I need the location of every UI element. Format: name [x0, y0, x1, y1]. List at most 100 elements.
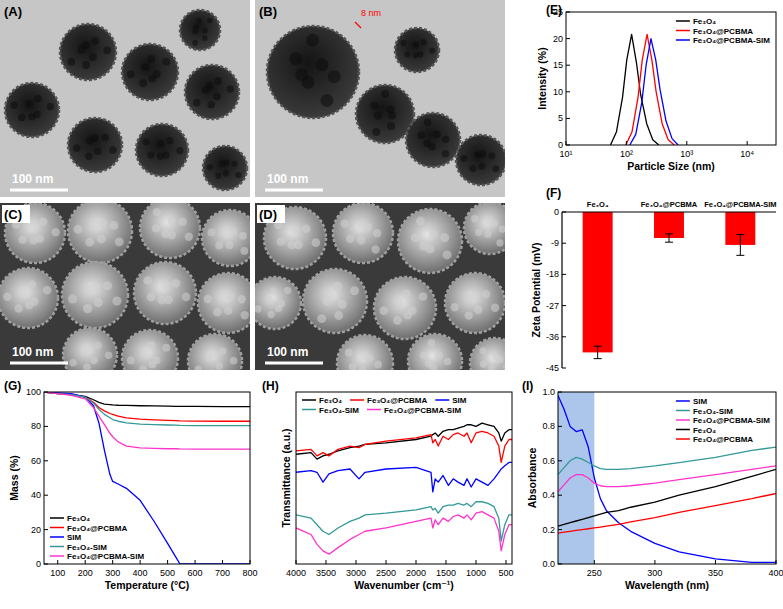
legend-swatch [676, 39, 690, 41]
scale-bar-label: 100 nm [267, 172, 308, 186]
particle-texture [164, 296, 173, 305]
y-tick [558, 426, 562, 427]
y-axis-title: Mass (%) [8, 455, 20, 501]
x-tick [195, 560, 196, 564]
particle-texture [474, 306, 482, 314]
particle-texture [94, 341, 102, 349]
y-tick [562, 274, 566, 275]
y-tick [562, 212, 566, 213]
micrograph: (D)100 nm [249, 202, 520, 391]
particle-texture [357, 236, 365, 244]
plot-area [558, 392, 776, 564]
particle-texture [168, 231, 176, 239]
particle-texture [203, 295, 211, 303]
x-tick-label: 500 [498, 568, 513, 578]
particle-texture [97, 234, 106, 243]
legend-swatch [676, 400, 690, 402]
legend-label: Fe₃O₄-SIM [319, 406, 359, 415]
particle-texture [185, 232, 193, 240]
particle [134, 262, 196, 324]
micrograph: (C)100 nm [0, 198, 258, 388]
legend: Fe₃O₄Fe₃O₄@PCBMASIMFe₃O₄-SIMFe₃O₄@PCBMA-… [302, 396, 467, 415]
particle-texture [345, 349, 353, 357]
x-tick-label: 1500 [436, 568, 456, 578]
particle-texture [103, 46, 111, 54]
particle-texture [216, 362, 224, 370]
x-tick-label: 2000 [406, 568, 426, 578]
particle-texture [334, 311, 343, 320]
plot-frame [558, 392, 776, 564]
particle-texture [230, 357, 238, 365]
particle-texture [115, 237, 124, 246]
particle-texture [208, 229, 216, 237]
y-tick [44, 460, 48, 461]
particle-texture [371, 245, 379, 253]
particle-texture [89, 53, 97, 61]
particle [395, 28, 439, 72]
legend-swatch [435, 399, 449, 401]
particle-texture [442, 135, 450, 143]
x-tick [506, 560, 507, 564]
particle [337, 335, 393, 370]
particle-texture [237, 295, 245, 303]
particle-texture [83, 304, 92, 313]
particle-texture [306, 34, 319, 47]
particle-texture [417, 132, 425, 140]
series-line [296, 423, 512, 459]
legend-swatch [676, 429, 690, 431]
y-tick [562, 243, 566, 244]
particle [140, 203, 200, 258]
particle-texture [142, 138, 149, 145]
particle-texture [395, 298, 404, 307]
legend-swatch [676, 20, 690, 22]
particle-texture [82, 61, 90, 69]
particle-texture [442, 150, 450, 158]
particle-texture [86, 137, 94, 145]
particle [374, 277, 436, 339]
particle-texture [74, 225, 83, 234]
particle-texture [424, 118, 432, 126]
particle-texture [349, 363, 357, 370]
particle-texture [440, 233, 449, 242]
particle-texture [85, 152, 93, 160]
particle-texture [284, 287, 291, 294]
legend-item: Fe₃O₄ [302, 396, 342, 405]
legend-label: Fe₃O₄ [319, 396, 342, 405]
x-tick [476, 560, 477, 564]
particles [5, 10, 247, 190]
y-tick [44, 564, 48, 565]
x-tick-label: 100 [50, 568, 65, 578]
x-tick [167, 560, 168, 564]
error-bar [736, 235, 744, 256]
particle-texture [278, 300, 285, 307]
category-label: Fe₃O₄@PCBMA-SIM [704, 200, 776, 209]
particle-texture [417, 51, 423, 57]
legend-item: SIM [676, 397, 708, 406]
y-tick-label: 80 [31, 421, 41, 431]
x-tick-label: 1000 [466, 568, 486, 578]
legend-item: Fe₃O₄@PCBMA [50, 524, 127, 533]
particle-texture [207, 164, 213, 170]
particle-texture [416, 217, 425, 226]
particle-texture [387, 122, 395, 130]
particle-texture [492, 165, 499, 172]
particle-texture [91, 37, 99, 45]
plot-area [583, 212, 756, 359]
particle-texture [360, 352, 368, 360]
y-tick [44, 392, 48, 393]
y-tick [558, 564, 562, 565]
particle-texture [267, 311, 274, 318]
error-bar [665, 234, 673, 242]
legend-item: Fe₃O₄-SIM [676, 407, 733, 416]
particle [136, 124, 188, 176]
legend-label: SIM [67, 533, 82, 542]
particle-texture [302, 224, 311, 233]
plot-area [296, 423, 512, 554]
legend-swatch [50, 546, 64, 548]
series-line [44, 392, 250, 449]
error-bar-stem [669, 234, 670, 242]
particle-texture [112, 296, 121, 305]
particle-texture [492, 353, 499, 360]
particle-texture [26, 100, 34, 108]
legend-swatch [367, 409, 381, 411]
